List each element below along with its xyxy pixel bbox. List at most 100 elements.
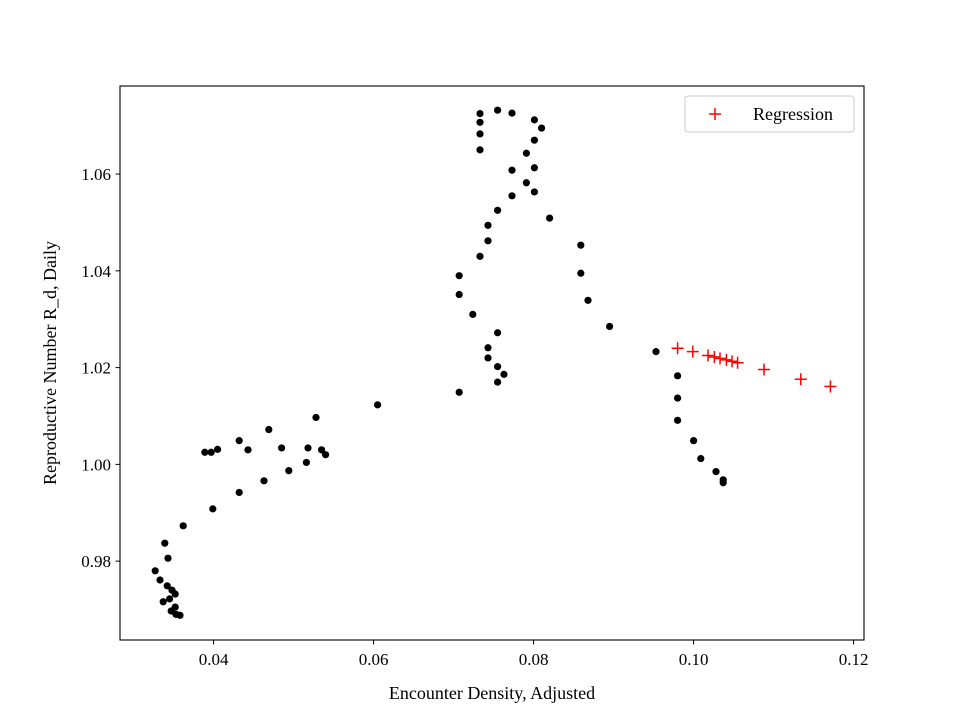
observed-point <box>712 468 720 476</box>
observed-point <box>476 130 484 138</box>
observed-point <box>546 214 554 222</box>
regression-point <box>720 353 733 366</box>
y-tick-label: 1.00 <box>81 455 111 474</box>
observed-point <box>476 118 484 126</box>
observed-point <box>577 269 585 277</box>
observed-point <box>584 296 592 304</box>
x-tick-label: 0.04 <box>199 650 229 669</box>
observed-point <box>235 437 243 445</box>
observed-point <box>719 479 727 487</box>
observed-point <box>494 329 502 337</box>
y-tick-label: 1.04 <box>81 262 111 281</box>
observed-point <box>302 458 310 467</box>
observed-point <box>209 505 217 513</box>
observed-point <box>476 252 484 260</box>
y-axis: 0.98 1.00 1.02 1.04 1.06 <box>81 165 120 571</box>
observed-point <box>304 444 312 452</box>
observed-point <box>285 467 293 475</box>
observed-point <box>508 166 516 174</box>
y-tick-label: 1.02 <box>81 359 111 378</box>
regression-point <box>686 345 699 358</box>
observed-point <box>530 116 539 124</box>
observed-point <box>455 272 463 280</box>
observed-point <box>500 370 508 378</box>
observed-point <box>161 539 169 547</box>
y-tick-label: 1.06 <box>81 165 111 184</box>
observed-point <box>207 448 215 456</box>
observed-point <box>652 348 660 356</box>
observed-point <box>538 124 546 132</box>
observed-point <box>214 445 222 453</box>
legend-label-regression: Regression <box>753 104 833 124</box>
observed-point <box>697 454 705 463</box>
x-tick-label: 0.08 <box>519 650 549 669</box>
observed-point <box>171 603 179 611</box>
observed-point <box>484 221 492 229</box>
observed-point <box>166 595 174 603</box>
observed-point <box>151 567 159 575</box>
regression-point <box>671 342 684 355</box>
observed-point <box>235 488 243 497</box>
regression-point <box>731 356 744 369</box>
observed-point <box>494 363 502 371</box>
observed-point <box>156 576 164 584</box>
observed-point <box>494 206 502 214</box>
observed-point <box>674 372 682 380</box>
observed-point <box>674 416 682 424</box>
x-axis: 0.04 0.06 0.08 0.10 0.12 <box>199 640 869 669</box>
observed-point <box>318 446 326 454</box>
legend-box <box>684 95 855 133</box>
regression-point <box>794 373 807 386</box>
regression-point <box>758 363 770 376</box>
observed-point <box>508 192 516 200</box>
observed-point <box>606 322 614 331</box>
observed-point <box>522 179 531 187</box>
observed-point <box>163 582 171 590</box>
observed-point <box>577 241 585 249</box>
observed-point <box>201 448 209 456</box>
observed-point <box>530 164 539 172</box>
x-tick-label: 0.10 <box>679 650 709 669</box>
x-axis-label: Encounter Density, Adjusted <box>389 683 595 703</box>
y-axis-label: Reproductive Number R_d, Daily <box>40 241 60 485</box>
observed-point <box>530 188 539 196</box>
observed-point <box>260 477 268 485</box>
observed-point <box>179 522 187 530</box>
plot-frame <box>119 85 865 641</box>
observed-point <box>484 344 492 352</box>
x-tick-label: 0.06 <box>359 650 389 669</box>
regression-point <box>714 352 726 365</box>
y-tick-label: 0.98 <box>81 552 111 571</box>
observed-point <box>476 109 484 118</box>
observed-point <box>244 446 252 454</box>
observed-point <box>494 106 502 114</box>
observed-point <box>522 149 531 157</box>
plot-marks <box>151 106 837 619</box>
observed-point <box>159 598 167 606</box>
x-tick-label: 0.12 <box>839 650 869 669</box>
observed-point <box>374 401 382 409</box>
observed-point <box>690 437 698 445</box>
regression-point <box>702 349 714 362</box>
regression-point <box>824 380 837 393</box>
regression-point <box>726 355 738 368</box>
observed-point <box>530 136 539 144</box>
observed-point <box>312 413 320 422</box>
observed-point <box>476 146 484 154</box>
observed-point <box>171 590 179 598</box>
observed-point <box>322 451 330 459</box>
observed-point <box>455 290 463 299</box>
observed-point <box>164 554 172 562</box>
observed-point <box>455 388 463 396</box>
observed-point <box>484 354 492 362</box>
observed-point <box>494 378 502 386</box>
legend-marker-plus-icon <box>709 108 721 120</box>
observed-point <box>278 444 286 452</box>
legend: Regression <box>684 95 855 133</box>
regression-point <box>708 350 721 363</box>
observed-point <box>469 310 477 318</box>
observed-point <box>508 109 516 117</box>
observed-point <box>265 425 273 434</box>
observed-point <box>176 611 184 619</box>
